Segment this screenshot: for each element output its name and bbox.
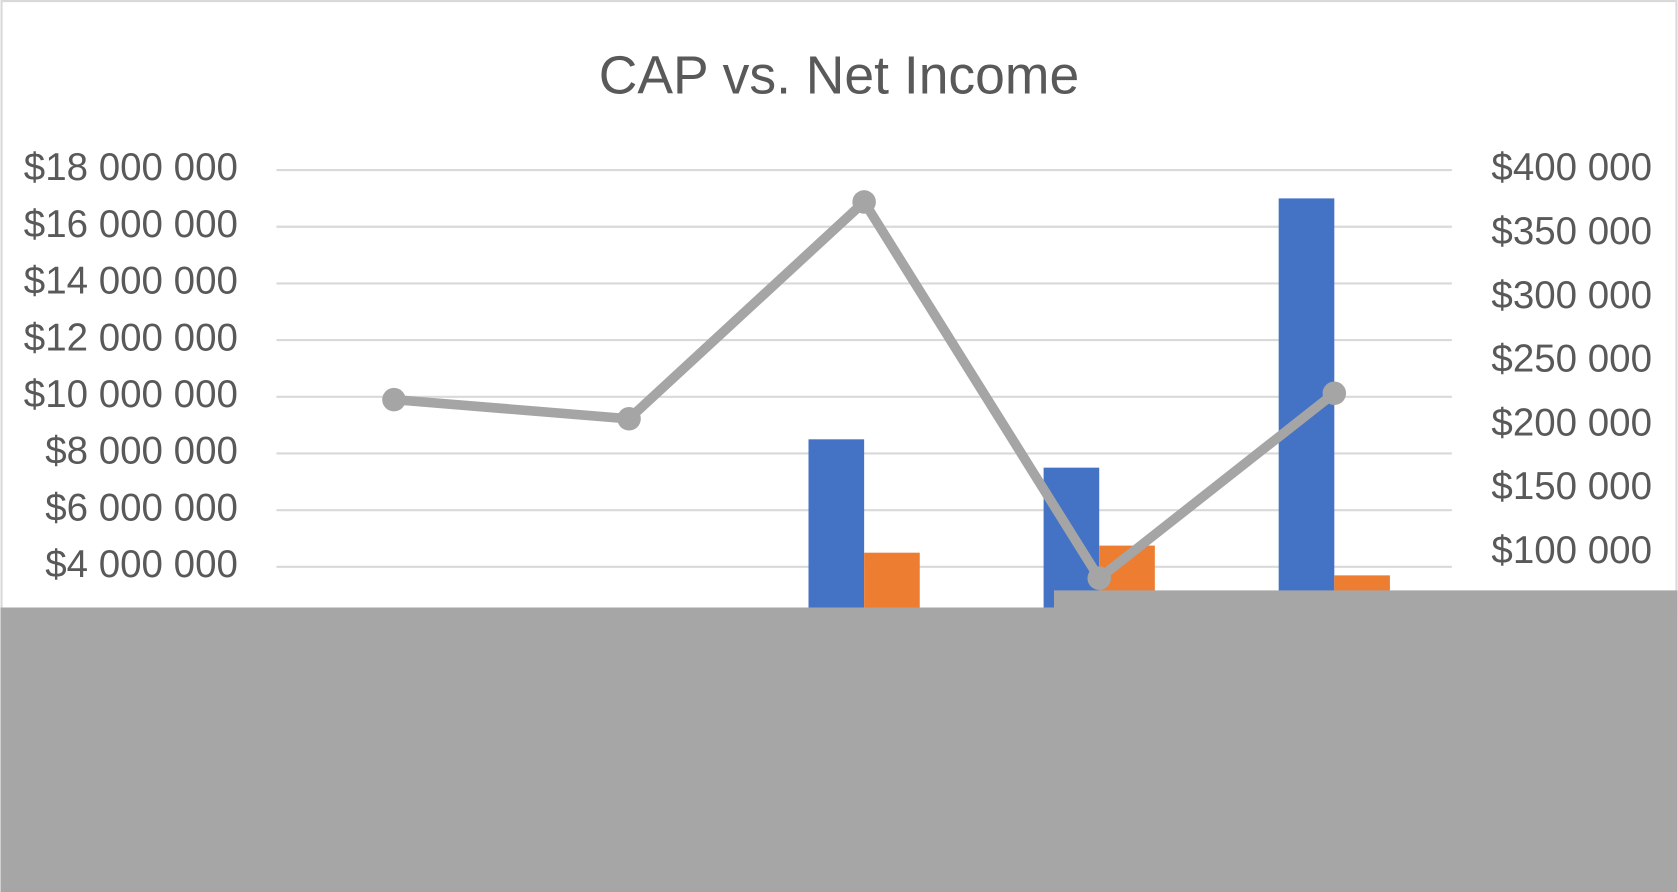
y2-tick-label: $300 000	[1491, 274, 1652, 317]
y2-tick-label: $350 000	[1491, 210, 1652, 253]
y-tick-label: $12 000 000	[24, 316, 238, 359]
line-marker	[382, 387, 406, 412]
y2-tick-label: $150 000	[1491, 465, 1652, 508]
y2-tick-label: $100 000	[1491, 529, 1652, 572]
y-tick-label: $16 000 000	[24, 203, 238, 246]
y-tick-label: $4 000 000	[45, 543, 238, 586]
y2-tick-label: $200 000	[1491, 401, 1652, 444]
line-marker	[617, 407, 641, 431]
y2-tick-label: $400 000	[1491, 146, 1652, 189]
chart-title: CAP vs. Net Income	[599, 46, 1079, 105]
y-tick-label: $10 000 000	[24, 373, 238, 416]
y-tick-label: $6 000 000	[45, 486, 238, 529]
y-tick-label: $8 000 000	[45, 430, 238, 473]
line-marker	[1087, 566, 1111, 590]
y2-tick-label: $250 000	[1491, 338, 1652, 381]
line-marker	[1322, 381, 1347, 406]
overlay	[0, 607, 1678, 892]
y-tick-label: $14 000 000	[24, 260, 238, 303]
y-tick-label: $18 000 000	[24, 146, 238, 189]
line-marker	[852, 190, 876, 214]
overlay	[1053, 590, 1678, 612]
